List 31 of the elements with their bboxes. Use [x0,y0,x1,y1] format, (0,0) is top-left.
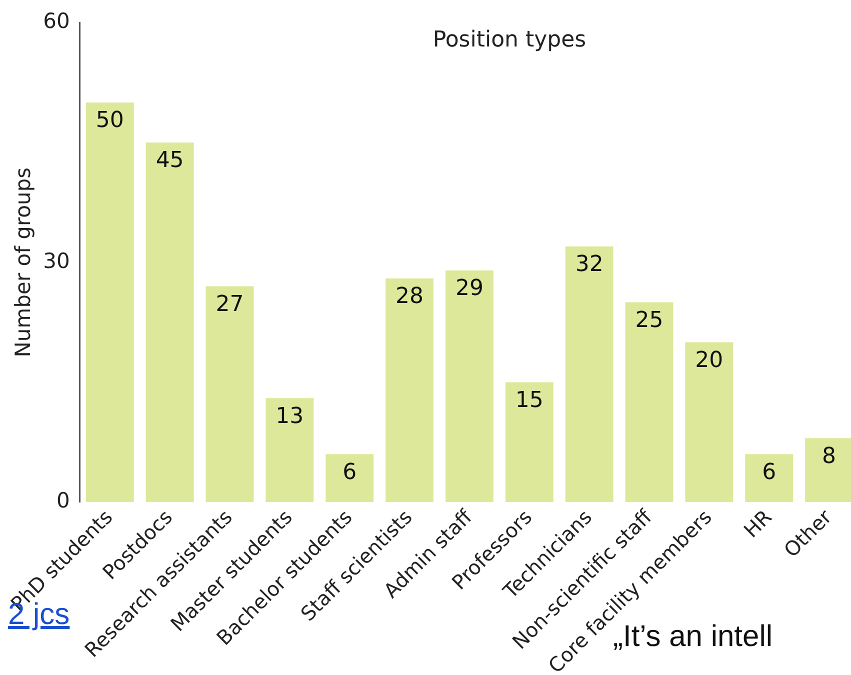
data-label: 8 [822,444,836,469]
y-tick-label: 0 [56,488,70,513]
data-label: 28 [396,284,424,310]
chart-title: Position types [432,27,586,52]
data-label: 32 [575,252,604,278]
data-label: 6 [762,460,776,485]
bar [745,454,794,502]
bar [505,382,554,502]
data-label: 50 [96,108,124,134]
bar [326,454,374,502]
y-axis-title: Number of groups [11,167,36,358]
data-label: 15 [515,388,544,413]
bar [266,398,314,502]
data-label: 27 [216,292,244,318]
y-tick-label: 60 [43,9,70,34]
data-label: 25 [635,308,664,334]
bar [685,342,734,502]
data-label: 45 [156,148,184,174]
data-label: 29 [455,276,484,302]
y-tick-label: 30 [43,248,70,273]
bar [625,302,674,502]
bar [146,142,194,502]
x-tick-label: HR [738,504,776,542]
bar [386,278,434,502]
bar [206,286,254,502]
data-label: 6 [342,460,357,485]
data-label: 13 [276,404,304,429]
bar [565,246,614,502]
bar [86,102,134,502]
bar [445,270,494,502]
data-label: 20 [695,348,724,373]
